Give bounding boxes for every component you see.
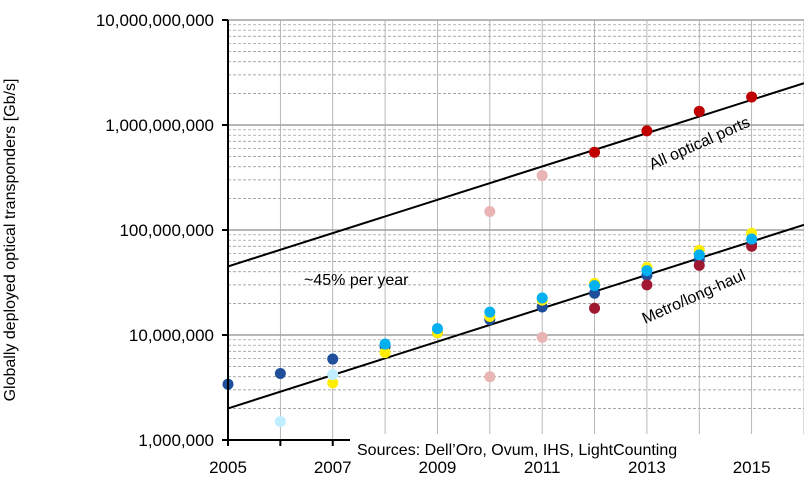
annotation-sources: Sources: Dell’Oro, Ovum, IHS, LightCount… [357,442,677,459]
trend-lines [227,82,804,410]
x-tick-label: 2011 [524,458,561,477]
data-point [693,105,705,117]
data-point [589,287,601,299]
sources-box [350,434,804,460]
data-points [222,91,758,428]
data-point [746,233,758,245]
x-tick-label: 2015 [733,458,771,477]
data-point [693,249,705,261]
data-point [589,146,601,158]
data-point [641,279,653,291]
data-point [536,292,548,304]
trend-label-all-optical-ports: All optical ports [647,114,753,174]
data-point [379,338,391,350]
annotation-growth-rate: ~45% per year [304,272,409,289]
data-point [641,125,653,137]
data-point [431,323,443,335]
y-tick-label: 100,000,000 [119,221,214,240]
data-point [484,371,496,383]
data-point [484,306,496,318]
trend-label-metro-long-haul: Metro/long-haul [640,267,748,328]
data-point [327,377,339,389]
y-tick-label: 10,000,000,000 [96,11,214,30]
y-axis-label: Globally deployed optical transponders [… [2,79,19,402]
data-point [327,369,339,381]
data-point [589,280,601,292]
data-point [589,302,601,314]
data-point [536,331,548,343]
data-point [274,416,286,428]
data-point [327,353,339,365]
data-point [274,367,286,379]
y-tick-label: 10,000,000 [129,326,214,345]
data-point [536,170,548,182]
y-tick-labels: 1,000,000 10,000,000 100,000,000 1,000,000,… [96,11,214,450]
y-tick-label: 1,000,000,000 [105,116,214,135]
data-point [641,265,653,277]
data-point [693,259,705,271]
trend-line [227,223,804,410]
data-point [379,347,391,359]
trend-line [227,82,804,268]
x-tick-labels: 2005 2007 2009 2011 2013 2015 [209,458,770,477]
x-tick-label: 2005 [209,458,247,477]
x-tick-label: 2013 [628,458,666,477]
x-tick-label: 2009 [419,458,457,477]
x-tick-label: 2007 [314,458,352,477]
grid-minor [228,24,804,409]
data-point [746,91,758,103]
data-point [484,206,496,218]
y-tick-label: 1,000,000 [138,431,214,450]
